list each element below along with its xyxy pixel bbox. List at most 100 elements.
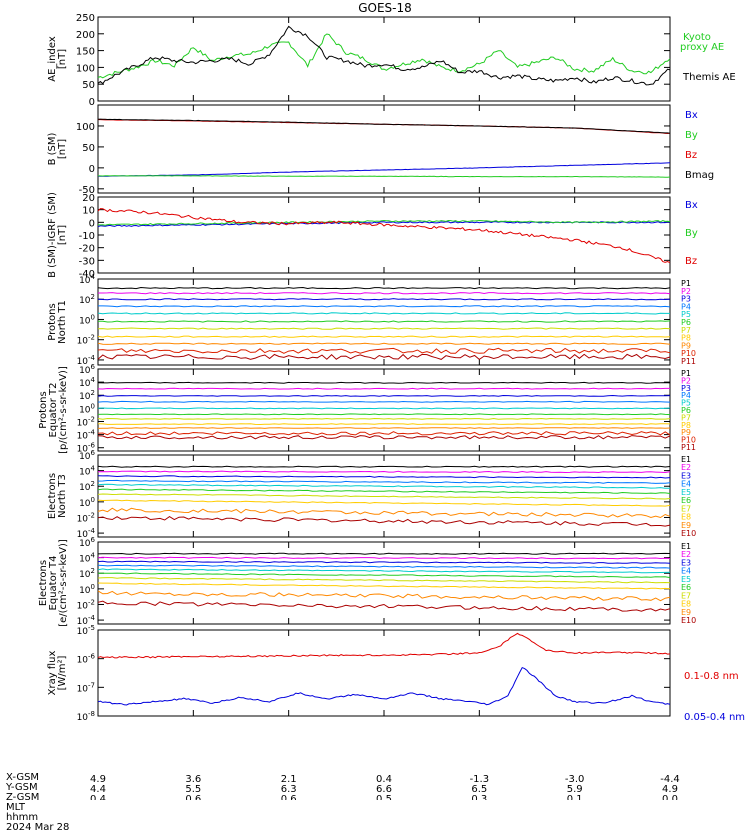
ytick-label-ent3: 102 xyxy=(79,480,95,493)
ytick-label-bsm: 0 xyxy=(89,164,95,175)
series-pet2-p10 xyxy=(97,431,671,436)
ytick-label-pnt1: 10-4 xyxy=(77,354,96,367)
series-pet2-p6 xyxy=(97,413,671,416)
legend-pnt1-p6: P6 xyxy=(681,318,691,327)
series-pet2-p4 xyxy=(97,400,671,403)
orbit-value-y-gsm-1: 5.5 xyxy=(185,784,201,795)
ytick-label-ae: 50 xyxy=(82,80,95,91)
legend-pet2-p11: P11 xyxy=(681,443,696,452)
legend-pet2-p6: P6 xyxy=(681,406,691,415)
ytick-label-pnt1: 102 xyxy=(79,293,95,306)
ytick-label-pnt1: 10-2 xyxy=(77,334,95,347)
legend-ent3-e8: E8 xyxy=(681,513,691,522)
series-pet2-p3 xyxy=(97,394,671,397)
series-pet2-p1 xyxy=(97,381,671,384)
ytick-label-bdiff: 10 xyxy=(82,206,95,217)
legend-pnt1-p4: P4 xyxy=(681,302,691,311)
ytick-label-pnt1: 104 xyxy=(79,273,95,286)
legend-pnt1-p2: P2 xyxy=(681,287,691,296)
ytick-label-xray: 10-6 xyxy=(77,653,96,666)
series-pnt1-p10 xyxy=(97,347,671,354)
orbit-value-z-gsm-3: 0.5 xyxy=(376,794,392,800)
legend-ent3-e2: E2 xyxy=(681,463,691,472)
series-bsm-bz xyxy=(98,119,671,135)
legend-pnt1-p8: P8 xyxy=(681,334,691,343)
legend-bdiff-bx: Bx xyxy=(685,200,698,211)
ylabel-bsm: [nT] xyxy=(57,139,68,159)
legend-pnt1-p11: P11 xyxy=(681,357,696,366)
ytick-label-eet4: 102 xyxy=(79,567,95,580)
legend-bdiff-by: By xyxy=(685,228,698,239)
series-bsm-by xyxy=(97,175,671,178)
series-xray-0-1-0-8-nm xyxy=(97,632,671,659)
ylabel-pet2: Equator T2 xyxy=(48,383,59,438)
orbit-label-mlt: MLT xyxy=(6,802,25,813)
series-ent3-e7 xyxy=(97,493,671,500)
orbit-value-y-gsm-0: 4.4 xyxy=(90,784,106,795)
ytick-label-bdiff: 0 xyxy=(89,218,95,229)
panel-frame-bdiff xyxy=(97,196,671,274)
ytick-label-bsm: -50 xyxy=(79,185,95,196)
series-ent3-e10 xyxy=(97,515,671,527)
ytick-label-ae: 0 xyxy=(89,97,95,108)
ylabel-pnt1: Protons xyxy=(47,303,58,340)
ylabel-ae: [nT] xyxy=(57,49,68,69)
legend-pet2-p2: P2 xyxy=(681,376,691,385)
series-pet2-p7 xyxy=(97,417,671,420)
series-pnt1-p11 xyxy=(97,353,671,361)
series-eet4-e9 xyxy=(97,590,671,602)
legend-eet4-e6: E6 xyxy=(681,583,691,592)
legend-eet4-e5: E5 xyxy=(681,575,691,584)
legend-xray-long: 0.1-0.8 nm xyxy=(684,671,739,682)
ytick-label-bdiff: 20 xyxy=(82,193,95,204)
series-eet4-e6 xyxy=(97,572,671,579)
ylabel-bdiff: [nT] xyxy=(57,225,68,245)
legend-pnt1-p1: P1 xyxy=(681,279,691,288)
legend-eet4-e8: E8 xyxy=(681,600,691,609)
legend-ae-proxy: proxy AE xyxy=(680,42,724,53)
legend-pet2-p7: P7 xyxy=(681,413,691,422)
ytick-label-ae: 150 xyxy=(76,47,95,58)
series-eet4-e5 xyxy=(97,568,671,574)
ytick-label-pnt1: 100 xyxy=(79,313,95,326)
series-pnt1-p7 xyxy=(97,327,671,330)
legend-pnt1-p10: P10 xyxy=(681,349,696,358)
panel-frame-bsm xyxy=(97,104,671,194)
ylabel-eet4: Equator T4 xyxy=(48,556,59,611)
ytick-label-bdiff: -10 xyxy=(79,231,95,242)
legend-bsm-by: By xyxy=(685,130,698,141)
series-ent3-e5 xyxy=(97,483,670,489)
ytick-label-pet2: 10-2 xyxy=(77,415,95,428)
orbit-value-x-gsm-6: -4.4 xyxy=(660,774,680,785)
series-pnt1-p5 xyxy=(97,312,670,315)
orbit-value-z-gsm-5: 0.1 xyxy=(567,794,583,800)
ytick-label-eet4: 10-4 xyxy=(77,614,96,627)
ytick-label-pet2: 106 xyxy=(79,363,95,376)
series-pet2-p11 xyxy=(97,435,671,440)
series-bsm-bx xyxy=(97,162,671,177)
legend-ent3-e9: E9 xyxy=(681,521,691,530)
orbit-value-x-gsm-3: 0.4 xyxy=(376,774,392,785)
series-xray-0-05-0-4-nm xyxy=(97,666,671,706)
legend-pet2-p9: P9 xyxy=(681,428,691,437)
orbit-value-y-gsm-6: 4.9 xyxy=(662,784,678,795)
ytick-label-pet2: 104 xyxy=(79,376,95,389)
legend-eet4-e4: E4 xyxy=(681,567,691,576)
legend-eet4-e3: E3 xyxy=(681,558,691,567)
series-ent3-e1 xyxy=(97,465,671,468)
legend-pnt1-p5: P5 xyxy=(681,310,691,319)
panel-frame-ae xyxy=(97,16,671,102)
legend-ent3-e6: E6 xyxy=(681,496,691,505)
ylabel-ent3: North T3 xyxy=(57,474,68,518)
ytick-label-pet2: 10-6 xyxy=(77,442,96,455)
legend-pet2-p5: P5 xyxy=(681,399,691,408)
series-bsm-bmag xyxy=(97,118,671,134)
series-pnt1-p9 xyxy=(97,342,671,345)
series-bdiff-bz xyxy=(97,208,671,264)
legend-bdiff-bz: Bz xyxy=(685,256,697,267)
series-pet2-p9 xyxy=(97,427,671,429)
ylabel-bdiff: B (SM)-IGRF (SM) xyxy=(47,192,58,278)
ytick-label-ent3: 104 xyxy=(79,465,95,478)
legend-ent3-e4: E4 xyxy=(681,480,691,489)
